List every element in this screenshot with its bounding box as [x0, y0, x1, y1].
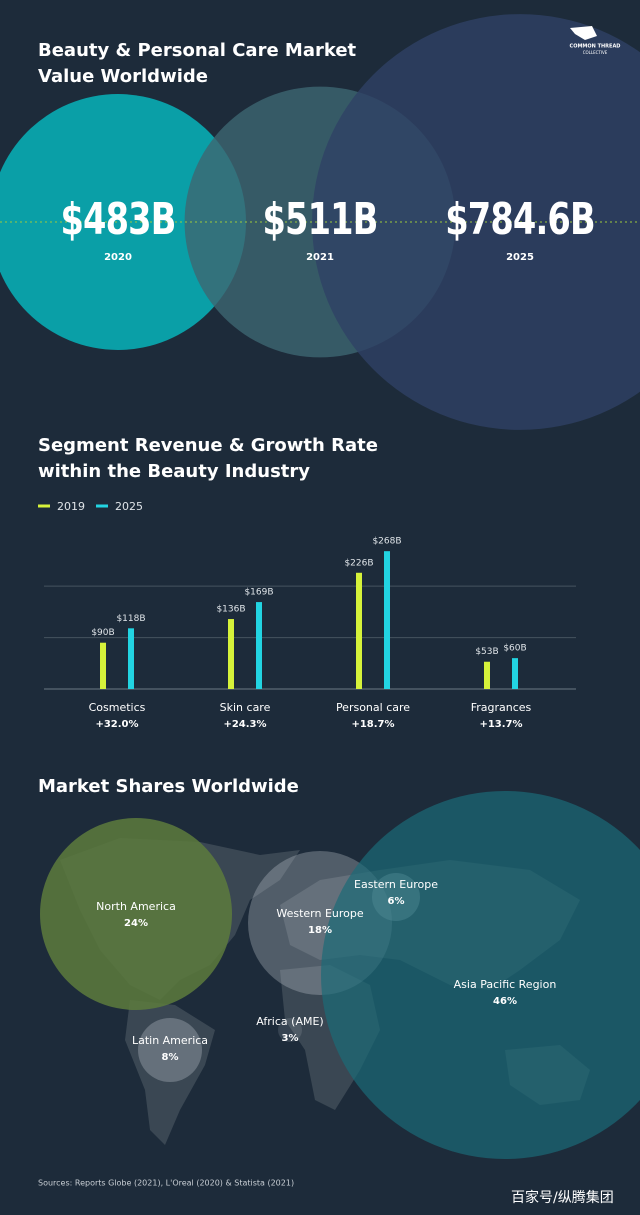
x-tick-label: Fragrances: [471, 701, 532, 714]
sources: Sources: Reports Globe (2021), L'Oreal (…: [38, 1179, 294, 1188]
region-label: Latin America: [132, 1034, 208, 1047]
x-tick-label: Personal care: [336, 701, 410, 714]
title: Segment Revenue & Growth Rate within the…: [38, 435, 378, 482]
data-label: $90B: [91, 628, 114, 638]
bar: [228, 619, 234, 689]
share-label: 3%: [282, 1033, 299, 1044]
bar: [100, 642, 106, 689]
bubble: [0, 94, 246, 350]
data-label: $136B: [216, 605, 245, 615]
data-label: $268B: [372, 537, 401, 547]
data-label: $53B: [475, 647, 498, 657]
bubble: [321, 791, 640, 1159]
bubble: [138, 1018, 202, 1082]
title: Market Shares Worldwide: [38, 776, 299, 797]
data-label: $118B: [116, 614, 145, 624]
share-label: 6%: [388, 896, 405, 907]
logo: COMMON THREAD COLLECTIVE: [570, 26, 621, 55]
bubble: [40, 818, 232, 1010]
x-tick-label: Skin care: [220, 701, 271, 714]
region-label: Asia Pacific Region: [454, 978, 557, 991]
region-label: Western Europe: [276, 907, 364, 920]
value-label: $511B: [262, 193, 377, 245]
bar: [384, 551, 390, 689]
data-label: $60B: [503, 644, 526, 654]
legend-label: 2019: [57, 500, 85, 513]
growth-label: +24.3%: [223, 719, 266, 730]
share-label: 8%: [162, 1052, 179, 1063]
data-label: $226B: [344, 558, 373, 568]
bar: [484, 661, 490, 689]
region-label: Eastern Europe: [354, 878, 438, 891]
x-tick-label: Cosmetics: [89, 701, 146, 714]
region-label: Africa (AME): [256, 1015, 323, 1028]
brand: COLLECTIVE: [583, 50, 608, 55]
region-label: North America: [96, 900, 176, 913]
growth-label: +18.7%: [351, 719, 394, 730]
legend-label: 2025: [115, 500, 143, 513]
value-label: $483B: [60, 193, 175, 245]
share-label: 18%: [308, 925, 332, 936]
category-label: 2020: [104, 252, 132, 263]
data-label: $169B: [244, 588, 273, 598]
bar: [356, 572, 362, 689]
share-label: 24%: [124, 918, 148, 929]
share-label: 46%: [493, 996, 517, 1007]
watermark: 百家号/纵腾集团: [511, 1189, 614, 1206]
growth-label: +13.7%: [479, 719, 522, 730]
growth-label: +32.0%: [95, 719, 138, 730]
bar: [128, 628, 134, 689]
category-label: 2025: [506, 252, 534, 263]
category-label: 2021: [306, 252, 334, 263]
value-label: $784.6B: [445, 193, 595, 245]
brand: COMMON THREAD: [570, 44, 621, 50]
title: Beauty & Personal Care Market Value Worl…: [38, 40, 357, 87]
bar: [512, 658, 518, 689]
bubble: [278, 1018, 302, 1042]
bar: [256, 602, 262, 689]
